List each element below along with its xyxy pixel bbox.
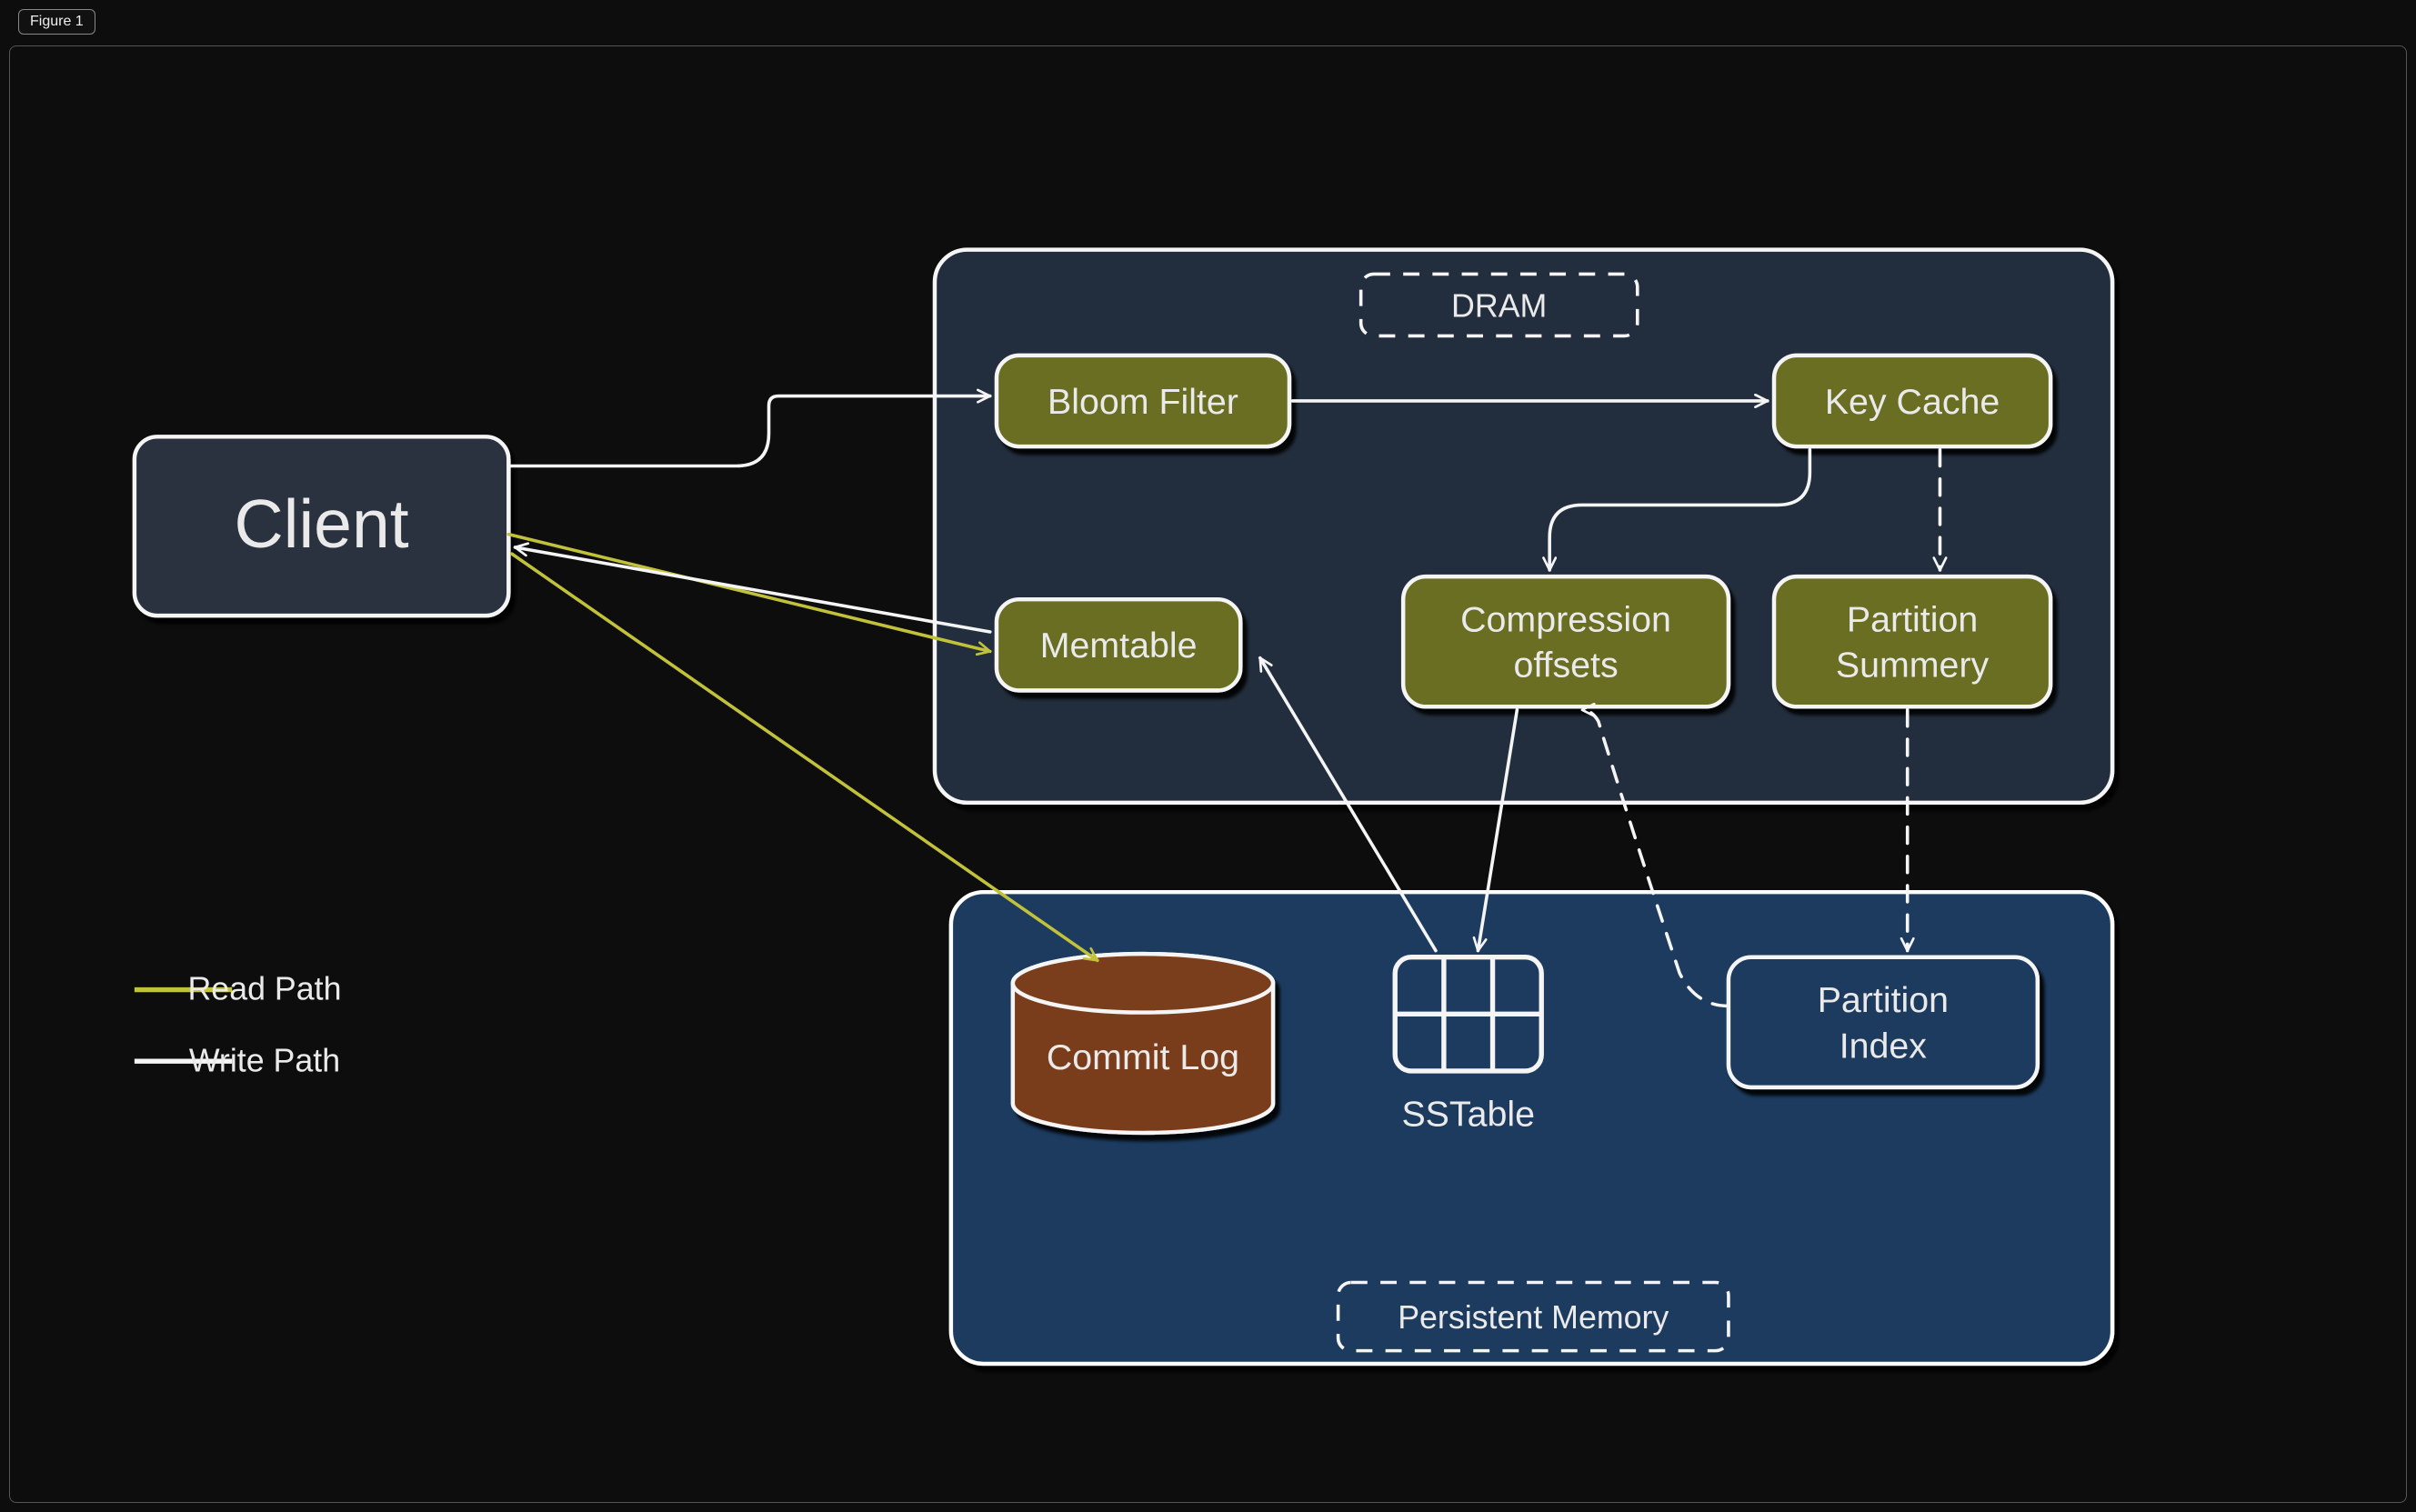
- sstable-label: SSTable: [1401, 1094, 1535, 1134]
- node-partidx-label2: Index: [1840, 1026, 1928, 1066]
- node-memtable-label: Memtable: [1040, 626, 1198, 666]
- legend-label-1: Write Path: [189, 1042, 340, 1078]
- node-compoff-label1: Compression: [1460, 600, 1671, 640]
- node-partsum-label1: Partition: [1847, 600, 1978, 640]
- commitlog-label: Commit Log: [1047, 1037, 1239, 1077]
- node-partidx-label1: Partition: [1818, 980, 1949, 1020]
- node-bloom-label: Bloom Filter: [1048, 382, 1238, 422]
- diagram-frame: DRAM Persistent Memory Client Bloom Filter K…: [9, 45, 2407, 1503]
- node-client-label: Client: [235, 486, 409, 562]
- node-partsum: [1774, 576, 2050, 706]
- edge-client-to-memtable: [508, 535, 989, 652]
- dram-region: [935, 250, 2112, 803]
- node-compoff: [1403, 576, 1729, 706]
- figure-tab-label: Figure 1: [30, 14, 84, 29]
- pmem-label: Persistent Memory: [1398, 1299, 1669, 1336]
- figure-tab: Figure 1: [18, 9, 95, 35]
- node-partsum-label2: Summery: [1836, 646, 1990, 686]
- legend-label-0: Read Path: [187, 971, 341, 1007]
- dram-label: DRAM: [1451, 287, 1547, 324]
- node-keycache-label: Key Cache: [1825, 382, 2000, 422]
- edge-client-to-bloom: [508, 396, 989, 466]
- node-partidx: [1729, 957, 2038, 1087]
- edge-memtable-to-client: [515, 547, 989, 632]
- diagram-svg: DRAM Persistent Memory Client Bloom Filter K…: [10, 46, 2406, 1502]
- node-compoff-label2: offsets: [1513, 646, 1618, 686]
